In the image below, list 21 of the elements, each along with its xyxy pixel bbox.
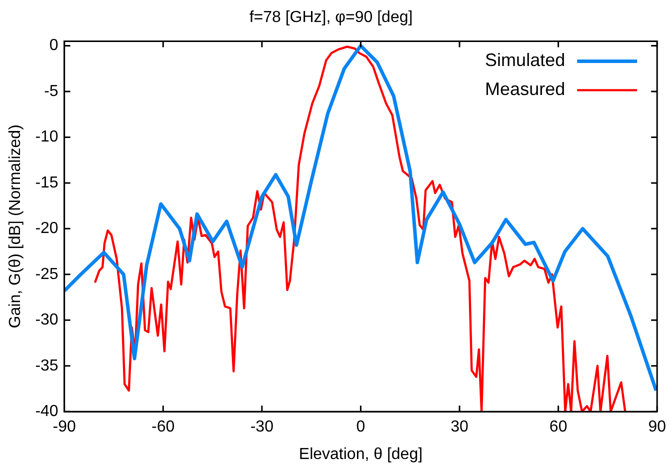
x-tick-label: 60 xyxy=(549,418,568,436)
y-tick-label: -35 xyxy=(35,357,58,374)
legend-label: Measured xyxy=(485,79,566,100)
x-tick-label: -60 xyxy=(152,418,175,436)
y-tick-label: -25 xyxy=(35,266,58,283)
legend-label: Simulated xyxy=(485,50,566,70)
x-axis-title: Elevation, θ [deg] xyxy=(298,446,423,463)
x-tick-label: -30 xyxy=(250,418,274,436)
y-tick-label: 0 xyxy=(49,37,58,54)
y-tick-label: -30 xyxy=(35,312,58,329)
y-tick-label: -20 xyxy=(35,220,58,238)
y-tick-label: -5 xyxy=(44,82,58,100)
y-tick-label: -15 xyxy=(35,174,58,192)
y-tick-label: -10 xyxy=(35,128,58,146)
y-tick-label: -40 xyxy=(35,403,58,420)
y-axis-title: Gain, G(θ) [dB] (Normalized) xyxy=(7,124,24,328)
x-tick-label: 90 xyxy=(648,418,666,436)
x-tick-label: -90 xyxy=(52,418,76,436)
chart-title: f=78 [GHz], φ=90 [deg] xyxy=(249,9,413,26)
x-tick-label: 0 xyxy=(356,418,366,436)
x-tick-label: 30 xyxy=(450,418,469,436)
